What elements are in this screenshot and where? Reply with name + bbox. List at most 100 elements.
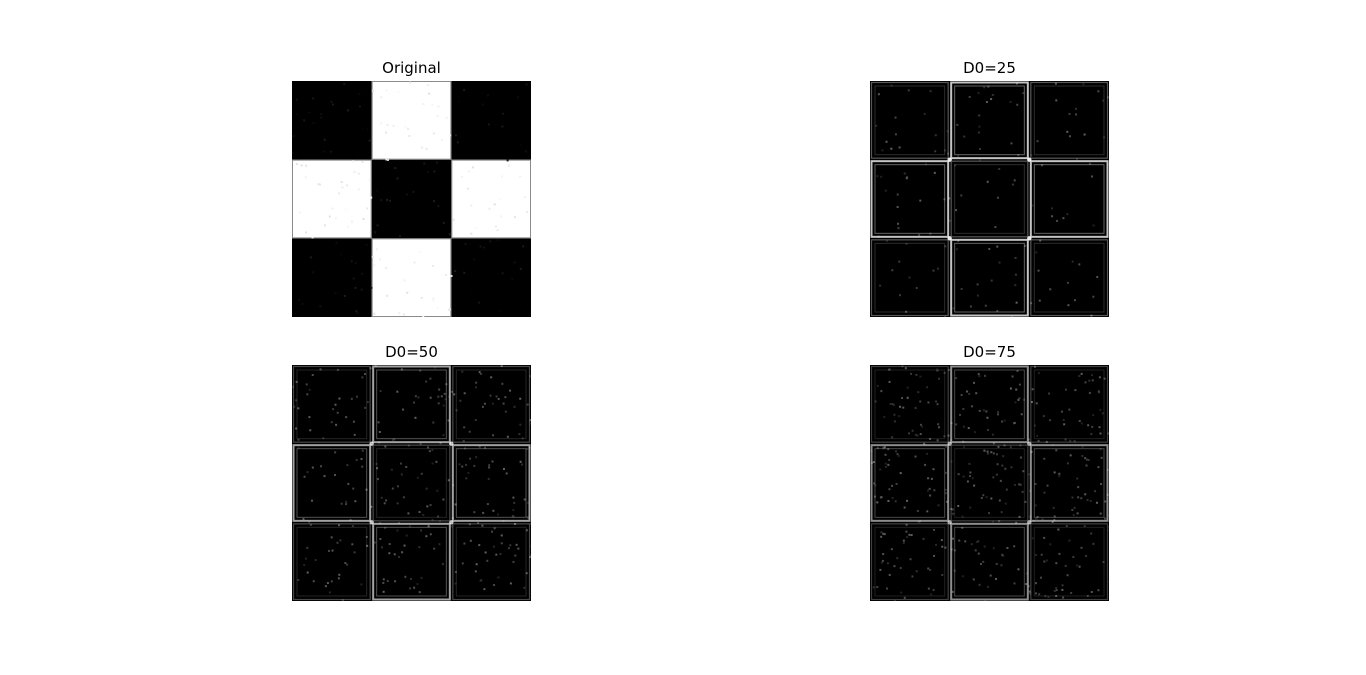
edge-ring	[954, 242, 1025, 313]
noise-pixel	[426, 505, 429, 508]
edge-outline	[950, 81, 1029, 160]
noise-pixel	[292, 385, 295, 388]
noise-pixel	[929, 494, 932, 497]
noise-pixel	[329, 150, 332, 153]
noise-pixel	[362, 217, 365, 220]
noise-pixel	[947, 368, 950, 371]
noise-pixel	[388, 552, 391, 555]
noise-pixel	[463, 542, 466, 545]
noise-pixel	[888, 380, 891, 383]
noise-pixel	[454, 503, 457, 506]
noise-pixel	[951, 508, 954, 511]
noise-pixel	[1101, 412, 1104, 415]
noise-pixel	[338, 573, 341, 576]
noise-pixel	[441, 139, 444, 142]
noise-pixel	[948, 219, 951, 222]
noise-pixel	[403, 313, 406, 316]
noise-pixel	[416, 476, 419, 479]
noise-pixel	[996, 463, 999, 466]
noise-pixel	[1076, 158, 1079, 161]
noise-pixel	[431, 103, 434, 106]
noise-pixel	[1049, 419, 1052, 422]
noise-pixel	[876, 446, 879, 449]
noise-pixel	[1076, 564, 1079, 567]
noise-pixel	[347, 482, 350, 485]
noise-pixel	[882, 532, 885, 535]
edge-ring	[874, 164, 946, 234]
noise-pixel	[1106, 96, 1109, 99]
noise-pixel	[521, 437, 524, 440]
noise-pixel	[934, 543, 937, 546]
noise-pixel	[1022, 470, 1025, 473]
square-border	[451, 159, 531, 239]
noise-pixel	[1045, 440, 1048, 443]
noise-pixel	[478, 445, 481, 448]
noise-pixel	[357, 188, 360, 191]
corner-point	[1027, 520, 1032, 525]
noise-pixel	[311, 466, 314, 469]
noise-pixel	[1034, 517, 1037, 520]
noise-pixel	[922, 537, 925, 540]
noise-pixel	[950, 508, 953, 511]
noise-pixel	[386, 158, 389, 161]
noise-pixel	[296, 107, 299, 110]
noise-pixel	[919, 433, 922, 436]
noise-pixel	[370, 505, 373, 508]
noise-pixel	[362, 127, 365, 130]
noise-pixel	[1042, 415, 1045, 418]
noise-pixel	[500, 365, 503, 368]
light-square	[371, 81, 452, 160]
noise-pixel	[899, 405, 902, 408]
noise-pixel	[295, 98, 298, 101]
noise-pixel	[893, 420, 896, 423]
noise-pixel	[1049, 288, 1052, 291]
noise-pixel	[891, 484, 894, 487]
noise-pixel	[979, 159, 982, 162]
noise-pixel	[354, 500, 357, 503]
noise-pixel	[906, 175, 909, 178]
noise-pixel	[1100, 456, 1103, 459]
noise-pixel	[987, 585, 990, 588]
noise-pixel	[319, 305, 322, 308]
noise-pixel	[464, 242, 467, 245]
noise-pixel	[442, 434, 445, 437]
noise-pixel	[983, 86, 986, 89]
noise-pixel	[1054, 82, 1057, 85]
noise-pixel	[1010, 466, 1013, 469]
edge-ring	[455, 448, 527, 518]
noise-pixel	[378, 258, 381, 261]
noise-pixel	[363, 373, 366, 376]
noise-pixel	[1015, 388, 1018, 391]
noise-pixel	[948, 197, 951, 200]
noise-pixel	[354, 261, 357, 264]
noise-pixel	[405, 465, 408, 468]
noise-pixel	[1090, 532, 1093, 535]
noise-pixel	[984, 374, 987, 377]
noise-pixel	[497, 397, 500, 400]
noise-pixel	[374, 231, 377, 234]
noise-pixel	[1033, 424, 1036, 427]
noise-pixel	[331, 207, 334, 210]
noise-pixel	[341, 599, 344, 601]
noise-pixel	[486, 503, 489, 506]
noise-pixel	[967, 427, 970, 430]
noise-pixel	[355, 310, 358, 313]
noise-pixel	[929, 90, 932, 93]
noise-pixel	[992, 442, 995, 445]
noise-pixel	[1031, 388, 1034, 391]
noise-pixel	[914, 406, 917, 409]
noise-pixel	[1066, 281, 1069, 284]
noise-pixel	[437, 395, 440, 398]
noise-pixel	[354, 170, 357, 173]
noise-pixel	[1015, 301, 1018, 304]
edge-ring	[954, 85, 1025, 156]
noise-pixel	[385, 198, 388, 201]
noise-pixel	[1018, 483, 1021, 486]
noise-pixel	[511, 514, 514, 517]
noise-pixel	[304, 176, 307, 179]
noise-pixel	[425, 487, 428, 490]
noise-pixel	[360, 458, 363, 461]
noise-pixel	[1048, 392, 1051, 395]
noise-pixel	[940, 539, 943, 542]
noise-pixel	[385, 131, 388, 134]
